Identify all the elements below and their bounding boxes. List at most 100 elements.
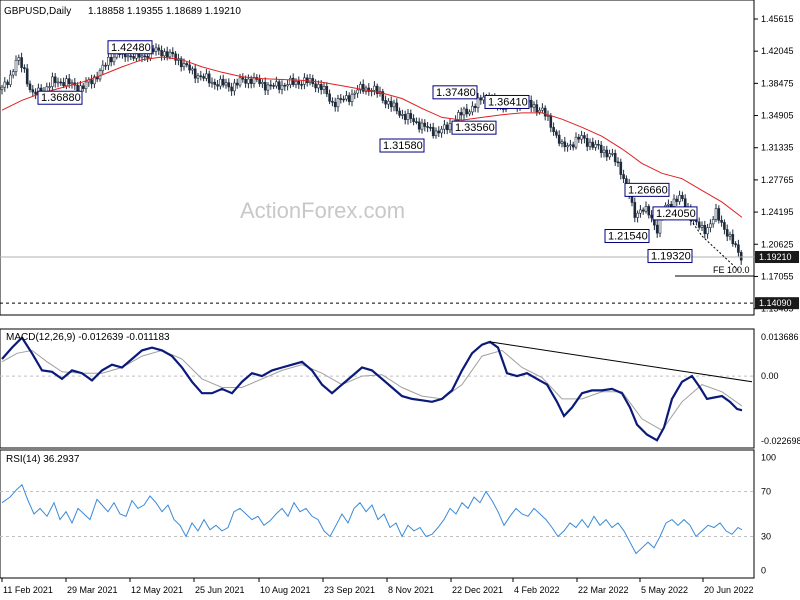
candle-body — [345, 95, 348, 100]
candle-body — [289, 77, 292, 85]
candle-body — [224, 82, 228, 86]
rsi-title: RSI(14) 36.2937 — [6, 454, 80, 465]
candle-body — [731, 234, 735, 244]
pivot-label: 1.36880 — [41, 92, 81, 104]
candle-body — [681, 195, 684, 200]
candle-body — [182, 63, 186, 68]
candle-body — [650, 214, 653, 219]
candle-body — [683, 198, 687, 208]
candle-body — [423, 122, 427, 127]
candle-body — [185, 63, 189, 66]
macd-panel-frame — [0, 328, 755, 449]
candle-body — [585, 138, 589, 147]
candle-body — [678, 195, 681, 202]
candle-body — [552, 127, 555, 133]
candle-body — [580, 135, 583, 140]
candle-body — [723, 222, 726, 230]
candle-body — [34, 91, 37, 95]
candle-body — [361, 84, 365, 92]
candle-body — [84, 81, 88, 89]
candle-body — [406, 113, 410, 120]
pivot-label: 1.42480 — [111, 42, 151, 54]
price-ytick-label: 1.27765 — [761, 175, 794, 185]
candle-body — [647, 206, 651, 216]
macd-ytick-label: 0.013686 — [761, 332, 799, 342]
candle-body — [611, 153, 614, 155]
candle-body — [667, 203, 670, 206]
candle-body — [431, 127, 435, 137]
xtick-label: 12 May 2021 — [131, 585, 183, 595]
candle-body — [616, 161, 620, 164]
candle-body — [322, 86, 326, 90]
candle-body — [90, 79, 93, 85]
candle-body — [160, 49, 163, 57]
candle-body — [93, 76, 96, 85]
candle-body — [373, 85, 376, 91]
x-axis: 11 Feb 2021 29 Mar 2021 12 May 2021 25 Jun … — [1, 578, 754, 595]
candle-body — [415, 121, 418, 123]
pivot-label: 1.36410 — [488, 96, 528, 108]
candle-body — [532, 104, 536, 108]
chart-title: GBPUSD,Daily — [4, 6, 71, 17]
rsi-ytick-label: 30 — [761, 532, 771, 542]
candle-body — [45, 86, 49, 92]
pivot-label-box — [652, 206, 698, 221]
candle-body — [711, 219, 715, 225]
candle-body — [76, 84, 79, 92]
candle-body — [541, 107, 544, 111]
candle-body — [529, 99, 533, 108]
rsi-ytick-label: 70 — [761, 486, 771, 496]
candle-body — [168, 51, 172, 58]
xtick-label: 10 Aug 2021 — [260, 585, 311, 595]
candle-body — [353, 92, 357, 95]
macd-title: MACD(12,26,9) -0.012639 -0.011183 — [6, 332, 170, 343]
candle-body — [221, 78, 225, 86]
candle-body — [633, 202, 637, 218]
candle-body — [482, 96, 485, 101]
xtick-label: 5 May 2022 — [641, 585, 688, 595]
candle-body — [597, 143, 600, 146]
price-panel-frame — [0, 0, 755, 316]
pivot-label: 1.24050 — [656, 208, 696, 220]
candle-body — [171, 51, 175, 55]
candle-body — [479, 97, 483, 101]
pivot-label: 1.31580 — [383, 140, 423, 152]
candle-body — [563, 141, 567, 148]
candle-body — [146, 55, 149, 59]
candle-body — [67, 78, 71, 85]
candle-body — [725, 229, 729, 237]
pivot-label-box — [604, 229, 650, 244]
candle-body — [403, 114, 407, 120]
price-annotations: FE 100.0 — [0, 213, 754, 304]
pivot-label: 1.37480 — [436, 87, 476, 99]
candle-body — [639, 209, 642, 214]
candle-body — [672, 198, 676, 207]
xtick-label: 29 Mar 2021 — [67, 585, 118, 595]
candle-body — [140, 55, 144, 58]
candle-body — [571, 144, 575, 148]
candle-body — [619, 161, 623, 175]
candle-body — [448, 123, 452, 131]
candle-body — [538, 109, 541, 113]
candle-body — [79, 85, 82, 92]
candle-body — [297, 80, 301, 85]
ohlc-values: 1.18858 1.19355 1.18689 1.19210 — [88, 6, 241, 17]
candle-body — [275, 81, 278, 87]
candle-body — [56, 81, 60, 84]
price-ytick-label: 1.17055 — [761, 271, 794, 281]
candle-body — [331, 100, 334, 103]
candle-body — [468, 111, 471, 115]
candle-body — [249, 78, 253, 84]
xtick-label: 23 Sep 2021 — [324, 585, 375, 595]
candle-body — [17, 57, 21, 61]
candle-body — [263, 81, 267, 91]
pivot-label: 1.26660 — [628, 184, 668, 196]
candle-body — [112, 56, 116, 63]
candle-body — [216, 84, 219, 87]
candle-body — [426, 126, 429, 128]
candle-body — [336, 98, 340, 108]
projection-line — [701, 235, 739, 271]
candle-body — [543, 107, 547, 117]
candle-body — [535, 104, 539, 113]
